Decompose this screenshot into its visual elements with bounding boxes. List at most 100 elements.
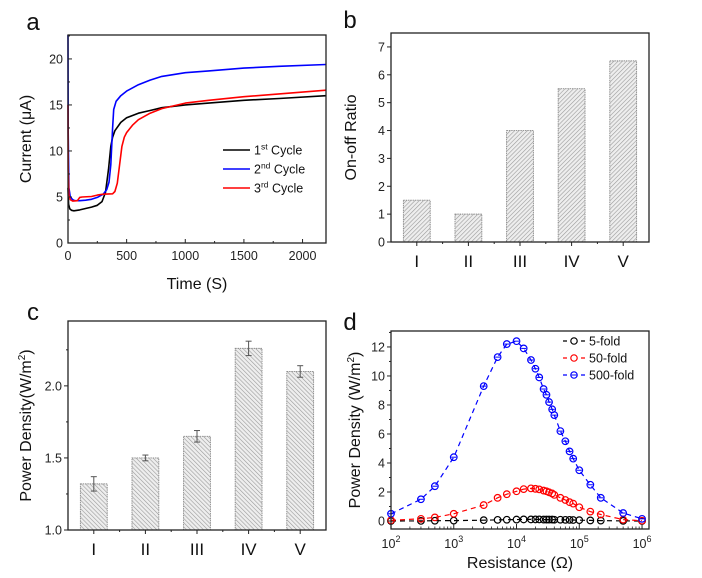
category-label-I: I	[91, 540, 96, 559]
y-axis-title-superscript: 2	[346, 357, 357, 363]
data-point-500-fold	[561, 437, 570, 446]
panel-label-c: c	[27, 299, 39, 326]
category-label-III: III	[513, 252, 527, 271]
data-point-50-fold	[519, 485, 528, 494]
data-point-50-fold	[561, 496, 570, 504]
bar-II	[131, 457, 160, 531]
plot-frame	[67, 34, 327, 244]
data-point-5-fold	[575, 516, 584, 525]
y-tick-label: 2	[378, 180, 385, 194]
data-point-500-fold	[550, 411, 559, 420]
bar-V	[609, 60, 638, 243]
data-point-50-fold	[550, 491, 559, 499]
x-axis-title: Resistance (Ω)	[467, 555, 573, 572]
legend-label-number: 3	[254, 182, 261, 196]
series-line-5-fold	[390, 518, 643, 522]
category-label-V: V	[295, 540, 307, 559]
y-tick-label: 1.0	[45, 524, 62, 538]
data-point-500-fold	[596, 493, 605, 502]
legend-label-500-fold: 500-fold	[589, 369, 634, 383]
x-tick-label: 0	[65, 249, 72, 263]
data-point-5-fold	[586, 516, 595, 525]
y-axis-title-text: Power Density(W/m	[18, 360, 35, 501]
data-point-5-fold	[527, 515, 535, 524]
y-tick-label: 0	[378, 515, 385, 529]
data-point-500-fold	[569, 454, 578, 463]
y-tick-label: 1.5	[45, 451, 62, 465]
x-tick-exponent: 6	[646, 534, 651, 544]
data-point-500-fold	[519, 344, 528, 353]
data-point-500-fold	[512, 337, 521, 346]
data-point-5-fold	[535, 515, 544, 524]
data-point-500-fold	[542, 390, 551, 399]
x-tick-label: 102	[382, 534, 401, 551]
legend-label-number: 2	[254, 163, 261, 177]
data-point-500-fold	[586, 480, 595, 489]
data-point-50-fold	[449, 509, 458, 518]
x-tick-label: 1000	[171, 249, 199, 263]
data-point-500-fold	[493, 353, 502, 362]
data-point-500-fold	[565, 447, 574, 456]
panel-label-a: a	[26, 9, 40, 36]
y-tick-label: 5	[378, 96, 385, 110]
category-label-IV: IV	[241, 540, 258, 559]
bar-II	[454, 213, 483, 243]
data-point-500-fold	[502, 340, 511, 348]
data-point-50-fold	[575, 503, 584, 512]
y-tick-label: 5	[56, 190, 63, 204]
data-point-50-fold	[535, 485, 544, 494]
category-label-II: II	[141, 540, 150, 559]
category-label-IV: IV	[564, 252, 581, 271]
x-tick-exponent: 2	[395, 534, 400, 544]
y-tick-label: 4	[378, 457, 385, 471]
x-tick-label: 106	[633, 534, 652, 551]
data-point-50-fold	[556, 493, 565, 502]
data-point-5-fold	[493, 515, 502, 524]
data-point-50-fold	[502, 490, 511, 499]
legend-marker-50-fold	[570, 354, 578, 362]
x-tick-base: 10	[570, 537, 584, 551]
legend-label-50-fold: 50-fold	[589, 352, 627, 366]
y-axis-title-end: )	[18, 349, 35, 354]
data-point-500-fold	[638, 514, 646, 523]
legend-label-5-fold: 5-fold	[589, 335, 620, 349]
data-point-500-fold	[449, 453, 458, 462]
legend-label-1: 1st Cycle	[254, 142, 302, 158]
x-axis-title: Time (S)	[167, 276, 228, 293]
y-axis-title-end: )	[347, 352, 364, 357]
data-point-50-fold	[527, 484, 535, 493]
data-point-5-fold	[556, 515, 565, 524]
legend-label-superscript: nd	[261, 161, 271, 171]
bar-I	[402, 199, 431, 243]
x-tick-label: 500	[116, 249, 137, 263]
data-point-5-fold	[430, 516, 439, 525]
bar-III	[506, 130, 534, 243]
data-point-50-fold	[512, 487, 521, 496]
category-label-III: III	[190, 540, 204, 559]
y-axis-title-text: Power Density (W/m	[347, 363, 364, 509]
bar-III	[183, 435, 211, 531]
x-tick-label: 2000	[289, 249, 317, 263]
legend-marker-5-fold	[570, 337, 578, 345]
legend-label-number: 1	[254, 144, 261, 158]
data-point-500-fold	[545, 398, 553, 406]
y-tick-label: 3	[378, 152, 385, 166]
y-tick-label: 10	[49, 144, 63, 158]
plot-frame	[390, 330, 650, 530]
data-point-50-fold	[619, 515, 628, 524]
x-tick-base: 10	[507, 537, 521, 551]
y-tick-label: 2.0	[45, 379, 62, 393]
category-label-II: II	[464, 252, 473, 271]
x-tick-exponent: 5	[584, 534, 589, 544]
data-point-500-fold	[531, 364, 540, 373]
legend-label-word: Cycle	[268, 144, 303, 158]
bar-IV	[557, 88, 586, 243]
data-point-50-fold	[569, 499, 578, 508]
legend-label-word: Cycle	[270, 163, 305, 177]
x-tick-base: 10	[382, 537, 396, 551]
data-point-5-fold	[531, 515, 540, 524]
data-point-5-fold	[565, 515, 574, 524]
x-tick-label: 103	[444, 534, 463, 551]
